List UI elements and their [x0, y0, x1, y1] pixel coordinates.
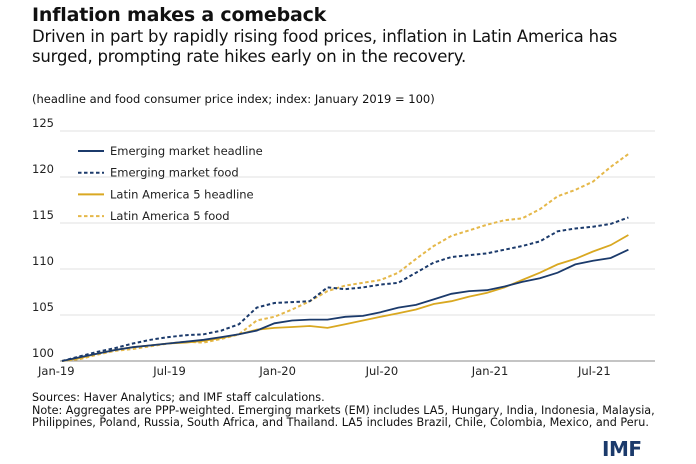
- y-tick-label: 110: [32, 254, 54, 268]
- note: Note: Aggregates are PPP-weighted. Emerg…: [32, 403, 655, 429]
- y-tick-label: 100: [32, 346, 54, 360]
- x-tick-label: Jan-21: [471, 364, 509, 378]
- x-tick-label: Jul-20: [365, 364, 399, 378]
- imf-logo: IMF: [602, 437, 642, 461]
- chart-subtitle: Driven in part by rapidly rising food pr…: [32, 27, 618, 66]
- series-line-0: [61, 248, 629, 362]
- legend-label: Latin America 5 headline: [110, 187, 254, 201]
- legend-label: Emerging market food: [110, 166, 239, 180]
- y-tick-label: 120: [32, 162, 54, 176]
- legend-label: Latin America 5 food: [110, 209, 230, 223]
- x-tick-label: Jul-21: [577, 364, 611, 378]
- series-line-1: [61, 216, 629, 362]
- chart-title: Inflation makes a comeback: [32, 4, 327, 26]
- series-line-3: [61, 153, 629, 362]
- x-tick-label: Jan-19: [37, 364, 75, 378]
- sources: Sources: Haver Analytics; and IMF staff …: [32, 391, 325, 404]
- y-tick-label: 105: [32, 300, 54, 314]
- legend-label: Emerging market headline: [110, 144, 263, 158]
- footer: Sources: Haver Analytics; and IMF staff …: [32, 391, 672, 430]
- series-line-2: [61, 234, 629, 362]
- y-tick-label: 115: [32, 208, 54, 222]
- chart-units: (headline and food consumer price index;…: [32, 92, 435, 106]
- y-tick-label: 125: [32, 116, 54, 130]
- x-tick-label: Jul-19: [152, 364, 186, 378]
- x-tick-label: Jan-20: [258, 364, 296, 378]
